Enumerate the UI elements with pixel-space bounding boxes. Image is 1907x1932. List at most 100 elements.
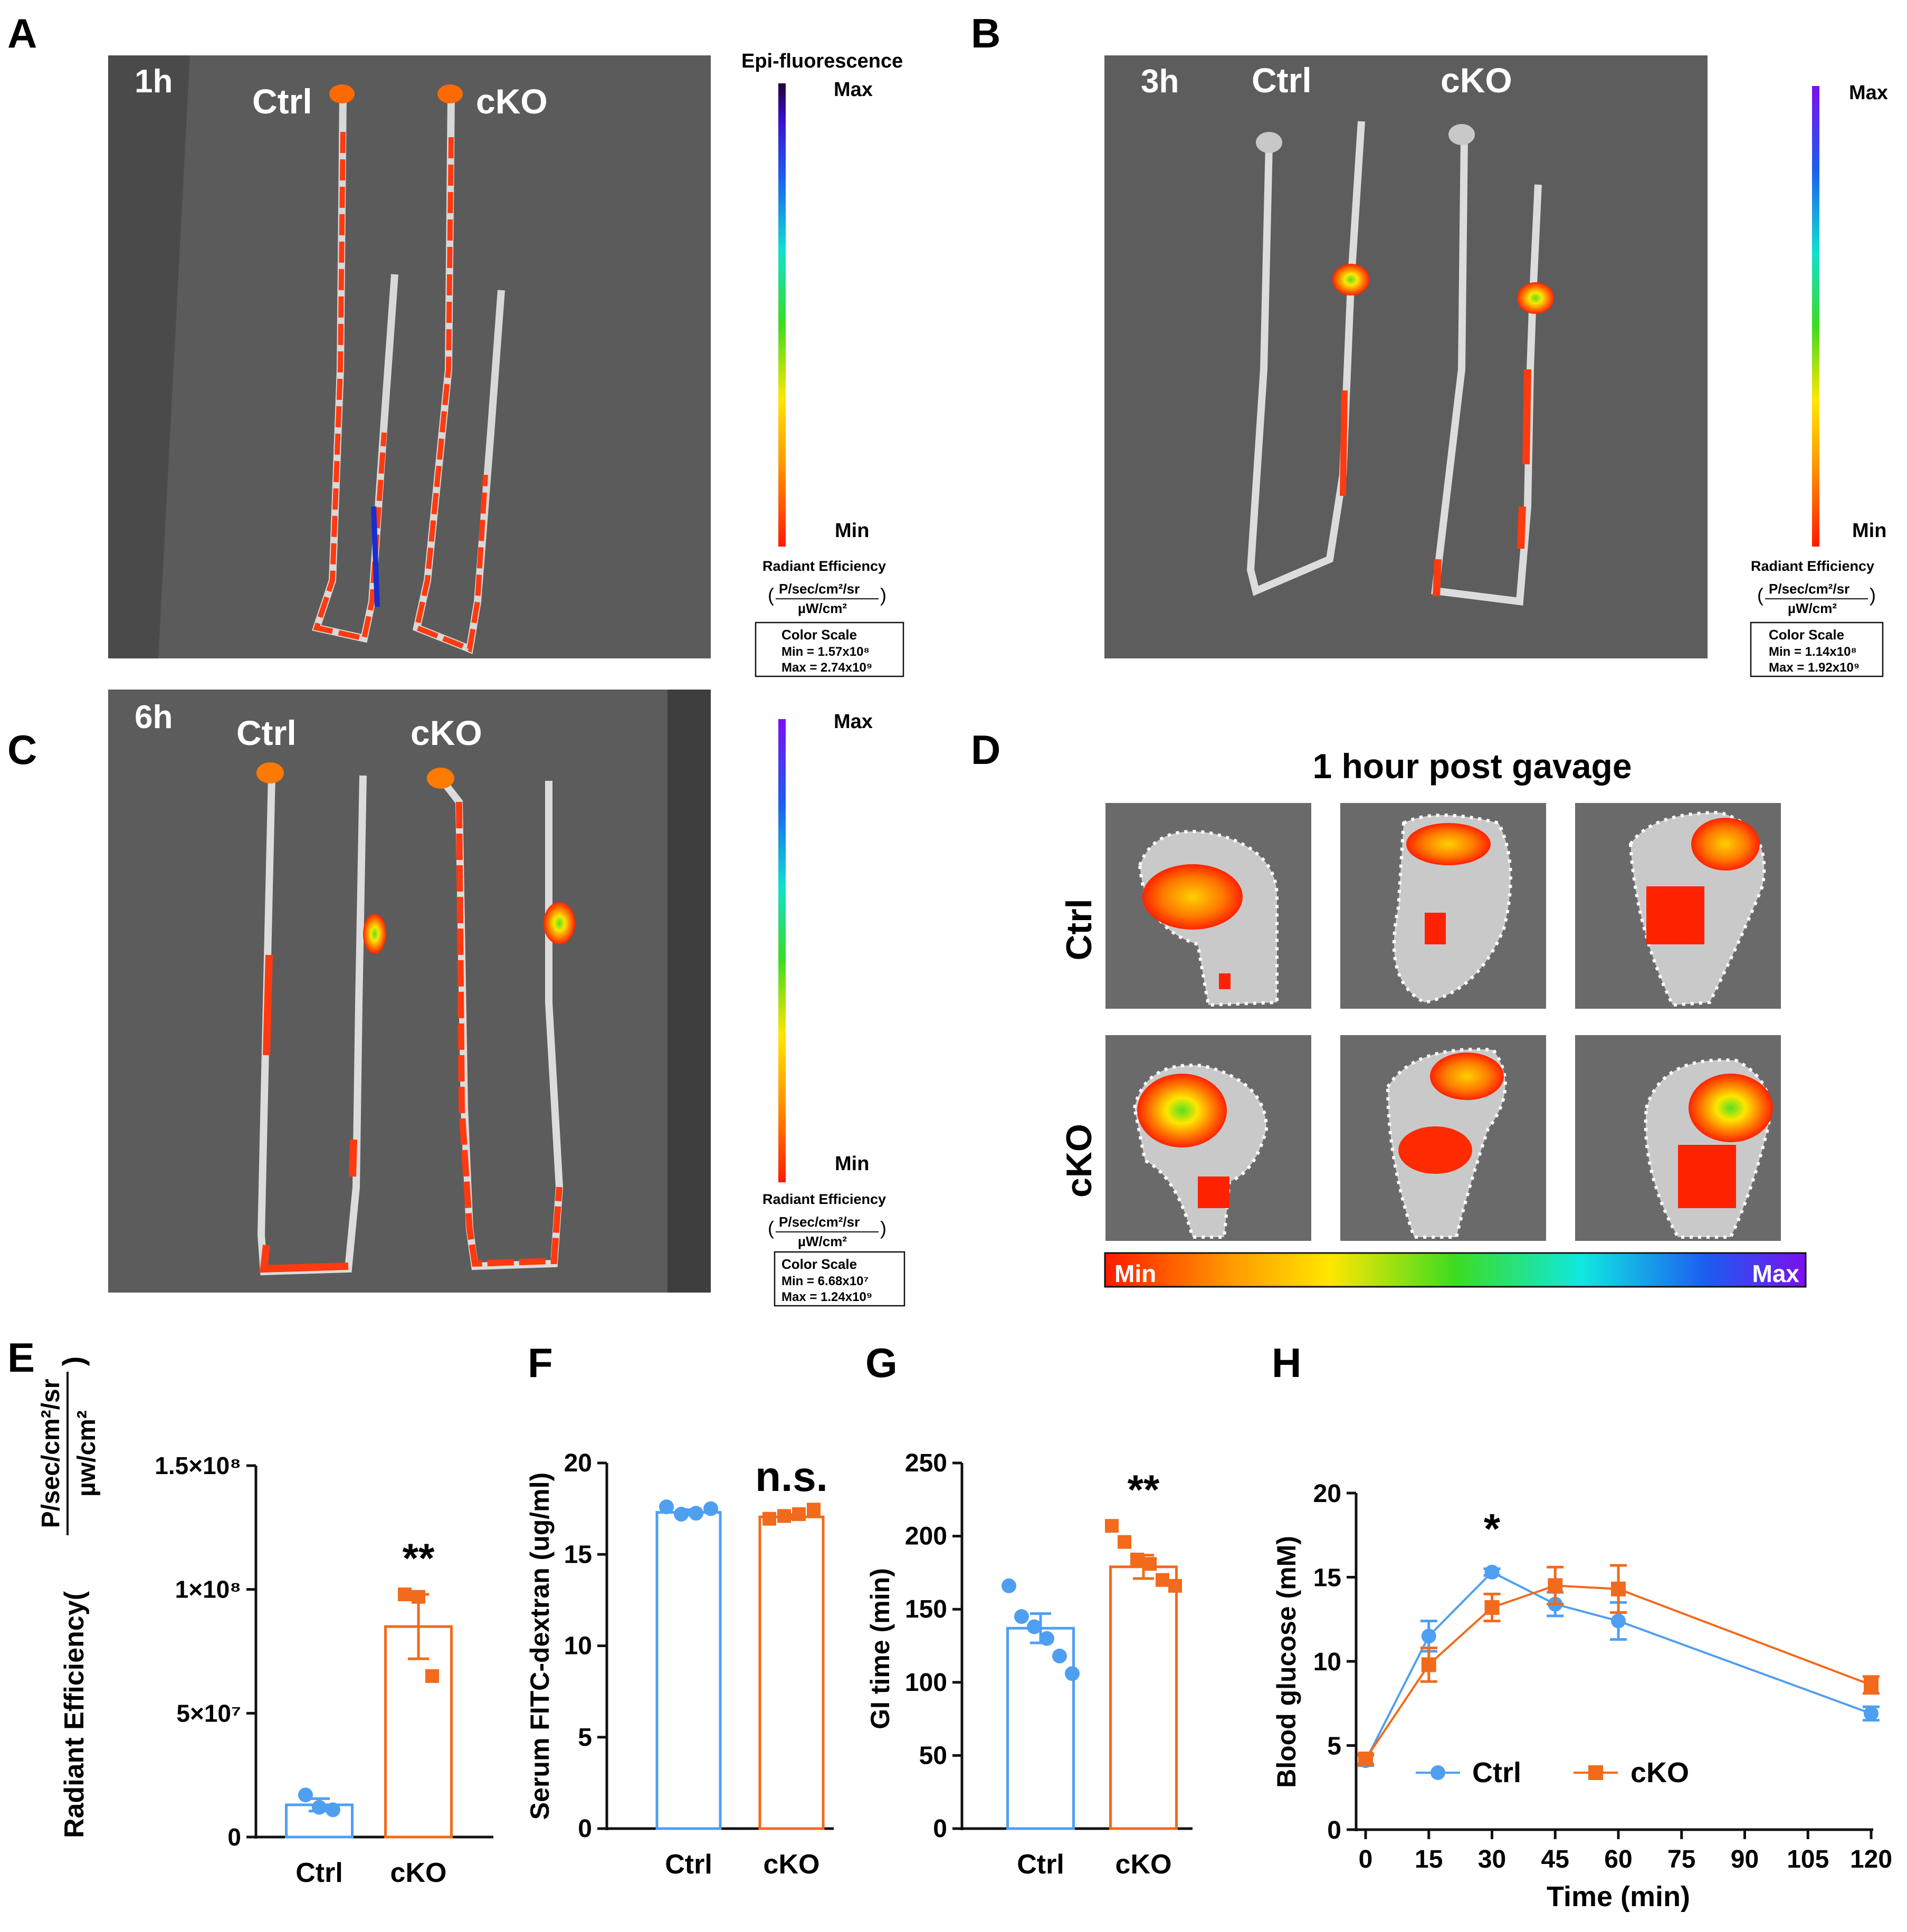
chart-g: 0 50 100 150 200 250 Ctrl cKO ** GI time (min) — [865, 1449, 1193, 1880]
y-tick-label: 100 — [905, 1669, 947, 1697]
panel-letter-g: G — [865, 1340, 898, 1386]
data-point — [1065, 1666, 1080, 1681]
ctrl-label-c: Ctrl — [236, 713, 297, 752]
data-point — [298, 1787, 313, 1803]
stomach-cko-a — [437, 84, 463, 103]
scale-box-b — [1750, 621, 1884, 677]
row-label-ctrl: Ctrl — [1059, 898, 1099, 960]
data-point — [1864, 1677, 1879, 1692]
panel-letter-a: A — [7, 10, 37, 56]
data-point — [1611, 1581, 1626, 1596]
units-den-c: µW/cm² — [798, 1233, 847, 1249]
data-point — [1002, 1578, 1016, 1593]
stomach-cko-c — [427, 768, 454, 789]
data-point — [1611, 1613, 1626, 1629]
signal-cko-a — [414, 137, 488, 653]
significance-label: n.s. — [755, 1453, 828, 1500]
stomach-tile-cko-2 — [1340, 1035, 1546, 1241]
bar-ctrl — [655, 1511, 722, 1830]
row-label-cko: cKO — [1059, 1124, 1099, 1198]
hotspot-cko-c — [544, 902, 575, 944]
y-tick-label: 1×10⁸ — [175, 1576, 241, 1603]
data-point — [1864, 1706, 1879, 1721]
x-axis-label: Time (min) — [1547, 1881, 1690, 1912]
data-point — [807, 1503, 821, 1517]
panel-letter-c: C — [7, 726, 37, 773]
data-point — [659, 1499, 674, 1515]
cko-label-c: cKO — [411, 713, 482, 752]
bar-max-b: Max — [1849, 82, 1888, 104]
chart-f: 0 5 10 15 20 Ctrl cKO n.s. Serum FITC-dextran (u… — [525, 1449, 834, 1880]
significance-label: ** — [403, 1535, 435, 1581]
y-tick-label: 20 — [564, 1449, 592, 1477]
paren-close-a: ) — [880, 584, 886, 606]
panel-c: C 6h Ctrl cKO Max Min Radiant Efficiency… — [7, 690, 905, 1307]
y-tick-label: 0 — [227, 1823, 241, 1851]
series-line-ctrl — [1365, 1571, 1872, 1762]
stomach-tile-cko-3 — [1575, 1035, 1781, 1241]
scale-box-a — [755, 621, 904, 677]
signal-ctrl-c — [260, 954, 357, 1273]
x-tick-label: 75 — [1667, 1845, 1695, 1873]
stomach-ctrl-b — [1256, 132, 1282, 153]
panel-d: D 1 hour post gavage Ctrl cKO — [971, 726, 1807, 1288]
x-tick-label: Ctrl — [665, 1849, 712, 1880]
data-point — [792, 1507, 806, 1522]
chart-h: 0 5 10 15 20 0 15 30 45 60 75 90 105 120 Time (min) Blo… — [1272, 1480, 1892, 1912]
scale-min-c: Min = 6.68x10⁷ — [781, 1274, 869, 1288]
data-point — [1040, 1631, 1054, 1646]
y-axis-label: Serum FITC-dextran (ug/ml) — [525, 1472, 555, 1820]
units-num-c: P/sec/cm²/sr — [779, 1214, 860, 1230]
time-label-a: 1h — [135, 63, 173, 100]
panel-b: B 3h Ctrl cKO Max Min Radiant Efficiency… — [971, 10, 1888, 677]
bar-min-d: Min — [1114, 1260, 1156, 1287]
x-tick-label: 30 — [1478, 1845, 1506, 1873]
bar-max-d: Max — [1752, 1260, 1800, 1287]
x-tick-label: Ctrl — [295, 1858, 343, 1888]
cko-label-a: cKO — [476, 82, 548, 121]
bar-title-a: Epi-fluorescence — [741, 50, 903, 72]
series-line-cko — [1365, 1584, 1872, 1760]
data-point — [674, 1507, 689, 1522]
scale-max-b: Max = 1.92x10⁹ — [1769, 661, 1860, 675]
stomach-tile-ctrl-3 — [1575, 803, 1781, 1009]
data-point — [425, 1669, 439, 1683]
y-tick-label: 10 — [564, 1632, 592, 1660]
units-label-b: Radiant Efficiency — [1751, 558, 1874, 574]
colorbar-a — [778, 83, 786, 547]
signal-ctrl-a — [313, 131, 387, 642]
y-tick-label: 5×10⁷ — [176, 1699, 241, 1727]
y-axis-label: Radiant Efficiency( — [59, 1591, 90, 1838]
panel-d-title: 1 hour post gavage — [1312, 747, 1632, 786]
data-point — [777, 1509, 791, 1523]
data-point — [412, 1590, 425, 1604]
data-point — [1130, 1552, 1144, 1566]
panel-letter-b: B — [971, 10, 1000, 56]
colorbar-b — [1812, 86, 1819, 547]
hotspot-cko-b — [1517, 282, 1554, 314]
units-label-a: Radiant Efficiency — [762, 558, 886, 574]
ctrl-label-b: Ctrl — [1252, 61, 1312, 100]
panel-letter-d: D — [971, 726, 1000, 773]
data-point — [1484, 1564, 1500, 1580]
y-tick-label: 15 — [1313, 1564, 1341, 1592]
fluorescence-image-b — [1104, 55, 1708, 658]
stomach-tile-ctrl-1 — [1105, 803, 1311, 1009]
significance-label: ** — [1128, 1466, 1160, 1513]
y-tick-label: 200 — [905, 1523, 947, 1551]
stomach-ctrl-a — [329, 84, 355, 103]
data-point — [1118, 1535, 1131, 1549]
ctrl-label-a: Ctrl — [252, 82, 312, 121]
y-tick-label: 0 — [933, 1815, 947, 1843]
units-num-a: P/sec/cm²/sr — [779, 581, 860, 597]
data-point — [1105, 1519, 1119, 1533]
hotspot-ctrl-a — [371, 506, 380, 607]
stomach-ctrl-c — [256, 762, 284, 783]
data-point — [312, 1800, 327, 1815]
y-tick-label: 250 — [905, 1449, 947, 1477]
y-axis-label-paren: ) — [56, 1356, 90, 1366]
hotspot-ctrl-c — [363, 914, 386, 954]
x-tick-label: 60 — [1604, 1845, 1632, 1873]
time-label-c: 6h — [135, 699, 173, 735]
scale-max-a: Max = 2.74x10⁹ — [781, 661, 872, 675]
